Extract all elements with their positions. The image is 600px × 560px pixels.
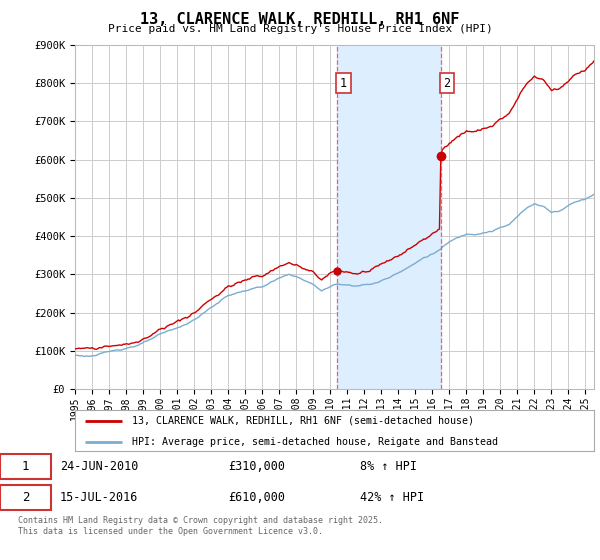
- Text: 8% ↑ HPI: 8% ↑ HPI: [360, 460, 417, 473]
- FancyBboxPatch shape: [0, 486, 51, 510]
- Text: HPI: Average price, semi-detached house, Reigate and Banstead: HPI: Average price, semi-detached house,…: [132, 437, 498, 447]
- Text: 1: 1: [22, 460, 29, 473]
- Text: 2: 2: [443, 77, 451, 90]
- Text: 24-JUN-2010: 24-JUN-2010: [60, 460, 139, 473]
- Text: Price paid vs. HM Land Registry's House Price Index (HPI): Price paid vs. HM Land Registry's House …: [107, 24, 493, 34]
- Text: 15-JUL-2016: 15-JUL-2016: [60, 491, 139, 504]
- Text: 2: 2: [22, 491, 29, 504]
- Text: 42% ↑ HPI: 42% ↑ HPI: [360, 491, 424, 504]
- Text: 1: 1: [340, 77, 347, 90]
- Bar: [337, 45, 441, 389]
- Text: £310,000: £310,000: [228, 460, 285, 473]
- Text: 13, CLARENCE WALK, REDHILL, RH1 6NF (semi-detached house): 13, CLARENCE WALK, REDHILL, RH1 6NF (sem…: [132, 416, 474, 426]
- Text: £610,000: £610,000: [228, 491, 285, 504]
- Text: Contains HM Land Registry data © Crown copyright and database right 2025.
This d: Contains HM Land Registry data © Crown c…: [18, 516, 383, 536]
- Text: 13, CLARENCE WALK, REDHILL, RH1 6NF: 13, CLARENCE WALK, REDHILL, RH1 6NF: [140, 12, 460, 27]
- FancyBboxPatch shape: [0, 454, 51, 479]
